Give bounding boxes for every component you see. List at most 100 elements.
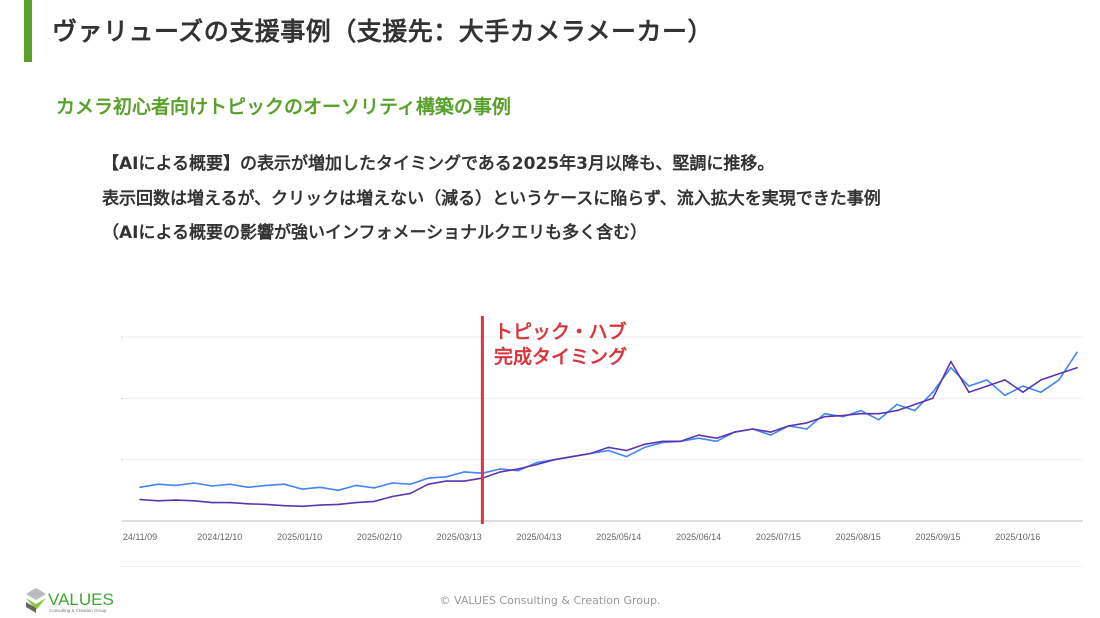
data-point: [265, 484, 267, 487]
data-point: [391, 482, 394, 484]
data-point: [877, 419, 880, 421]
data-point: [607, 446, 610, 449]
svg-text:VALUES: VALUES: [48, 590, 114, 609]
data-point: [1004, 394, 1006, 397]
data-point: [535, 461, 538, 464]
chart-separator: [120, 566, 1083, 567]
data-point: [571, 455, 574, 458]
data-point: [625, 455, 628, 458]
data-point: [211, 485, 213, 487]
x-tick-label: 24/11/09: [123, 532, 157, 542]
copyright-text: © VALUES Consulting & Creation Group.: [439, 594, 661, 607]
x-tick-label: 2025/09/15: [915, 532, 960, 542]
data-point: [355, 484, 358, 487]
data-point: [823, 415, 826, 418]
data-point: [517, 468, 520, 470]
data-point: [932, 397, 934, 400]
x-tick-label: 2025/01/10: [277, 532, 322, 542]
data-point: [445, 480, 448, 482]
data-point: [355, 501, 358, 504]
data-point: [950, 360, 952, 363]
data-point: [193, 499, 195, 502]
data-point: [986, 385, 988, 387]
svg-text:Consulting & Creation Group: Consulting & Creation Group: [49, 608, 107, 613]
data-point: [409, 483, 412, 485]
data-point: [463, 471, 466, 473]
data-point: [427, 477, 430, 479]
data-point: [643, 443, 646, 446]
data-point: [211, 501, 213, 504]
data-point: [1040, 379, 1042, 381]
data-point: [914, 403, 916, 406]
x-tick-label: 2025/10/16: [995, 532, 1040, 542]
data-point: [805, 428, 808, 430]
data-point: [373, 487, 376, 489]
data-point: [914, 409, 916, 412]
data-point: [968, 385, 970, 387]
data-point: [932, 391, 934, 393]
data-point: [139, 498, 141, 501]
data-point: [661, 440, 664, 443]
x-tick-label: 2025/05/14: [596, 532, 641, 542]
data-point: [589, 452, 592, 455]
data-point: [535, 463, 538, 466]
data-point: [283, 504, 285, 507]
data-point: [175, 484, 177, 487]
data-point: [607, 449, 610, 452]
data-point: [859, 409, 862, 412]
data-point: [805, 422, 808, 424]
data-point: [986, 379, 988, 381]
data-point: [1022, 391, 1024, 393]
data-point: [787, 425, 790, 427]
line-chart: 24/11/09 2024/12/10 2025/01/10 2025/02/10 20…: [121, 316, 1083, 542]
slide-title: ヴァリューズの支援事例（支援先：大手カメラメーカー）: [52, 17, 714, 46]
data-point: [679, 440, 682, 443]
data-point: [301, 488, 303, 490]
body-line-3: （AIによる概要の影響が強いインフォメーショナルクエリも多く含む）: [102, 223, 648, 243]
data-point: [896, 403, 898, 406]
annotation-label-1: トピック・ハブ: [494, 320, 627, 343]
data-point: [1076, 351, 1078, 354]
data-point: [968, 391, 970, 393]
data-point: [175, 499, 177, 501]
data-point: [859, 412, 862, 415]
annotation-label-2: 完成タイミング: [494, 345, 627, 368]
data-point: [553, 458, 556, 461]
data-point: [769, 434, 772, 436]
data-point: [1004, 379, 1006, 381]
data-point: [517, 469, 520, 472]
data-point: [769, 431, 772, 433]
data-point: [193, 482, 195, 484]
data-point: [715, 440, 718, 443]
data-point: [139, 486, 141, 489]
data-point: [463, 480, 466, 482]
data-point: [733, 431, 736, 433]
data-point: [697, 434, 700, 436]
x-tick-label: 2025/06/14: [676, 532, 721, 542]
data-point: [715, 437, 718, 439]
slide-subtitle: カメラ初心者向けトピックのオーソリティ構築の事例: [56, 96, 511, 118]
data-point: [1022, 385, 1024, 387]
data-point: [499, 468, 502, 470]
data-point: [499, 471, 502, 473]
data-point: [283, 483, 285, 485]
data-point: [337, 489, 340, 492]
data-point: [751, 428, 754, 430]
data-point: [157, 499, 159, 502]
data-point: [247, 486, 249, 489]
data-point: [1040, 391, 1042, 393]
x-tick-label: 2025/02/10: [357, 532, 402, 542]
values-logo: VALUES Consulting & Creation Group: [24, 586, 124, 618]
data-point: [697, 437, 700, 439]
x-tick-label: 2025/08/15: [836, 532, 881, 542]
data-point: [625, 449, 628, 452]
data-point: [896, 409, 898, 412]
data-point: [319, 504, 321, 506]
x-tick-label: 2025/03/13: [437, 532, 482, 542]
data-point: [841, 414, 844, 417]
data-point: [157, 483, 159, 485]
data-point: [950, 366, 952, 369]
data-point: [229, 501, 231, 504]
body-line-2: 表示回数は増えるが、クリックは増えない（減る）というケースに陥らず、流入拡大を実…: [102, 189, 881, 209]
data-point: [337, 503, 340, 506]
